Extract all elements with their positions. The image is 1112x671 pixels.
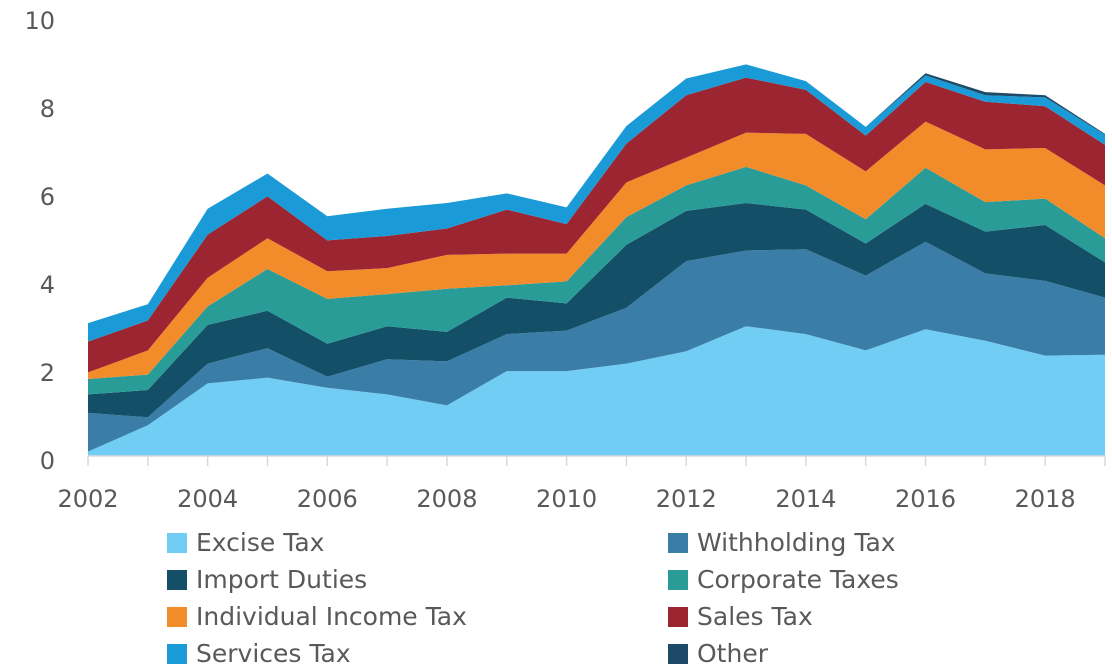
y-tick-label: 10 xyxy=(24,7,55,35)
x-tick-label: 2004 xyxy=(177,485,238,513)
legend-swatch xyxy=(167,570,187,590)
y-tick-label: 2 xyxy=(40,359,55,387)
legend-label: Sales Tax xyxy=(697,602,813,631)
legend-label: Corporate Taxes xyxy=(697,565,899,594)
y-tick-label: 6 xyxy=(40,183,55,211)
area xyxy=(88,64,1105,342)
legend-label: Services Tax xyxy=(196,639,351,668)
legend-swatch xyxy=(167,607,187,627)
legend-swatch xyxy=(668,533,688,553)
x-tick-label: 2002 xyxy=(57,485,118,513)
area xyxy=(88,166,1105,395)
legend-swatch xyxy=(167,644,187,664)
y-tick-label: 8 xyxy=(40,95,55,123)
area xyxy=(88,203,1105,418)
x-tick-label: 2006 xyxy=(297,485,358,513)
y-tick-label: 4 xyxy=(40,271,55,299)
legend-label: Other xyxy=(697,639,769,668)
legend-label: Import Duties xyxy=(196,565,367,594)
legend-label: Withholding Tax xyxy=(697,528,896,557)
y-tick-label: 0 xyxy=(40,447,55,475)
area xyxy=(88,326,1105,456)
legend-swatch xyxy=(668,570,688,590)
x-tick-label: 2014 xyxy=(775,485,836,513)
area xyxy=(88,77,1105,373)
x-tick-label: 2012 xyxy=(656,485,717,513)
legend-label: Excise Tax xyxy=(196,528,324,557)
x-tick-label: 2016 xyxy=(895,485,956,513)
legend-label: Individual Income Tax xyxy=(196,602,467,631)
x-tick-label: 2010 xyxy=(536,485,597,513)
area xyxy=(88,121,1105,379)
legend-swatch xyxy=(668,644,688,664)
legend-swatch xyxy=(167,533,187,553)
legend-swatch xyxy=(668,607,688,627)
x-tick-label: 2018 xyxy=(1015,485,1076,513)
area xyxy=(88,241,1105,452)
x-tick-label: 2008 xyxy=(416,485,477,513)
